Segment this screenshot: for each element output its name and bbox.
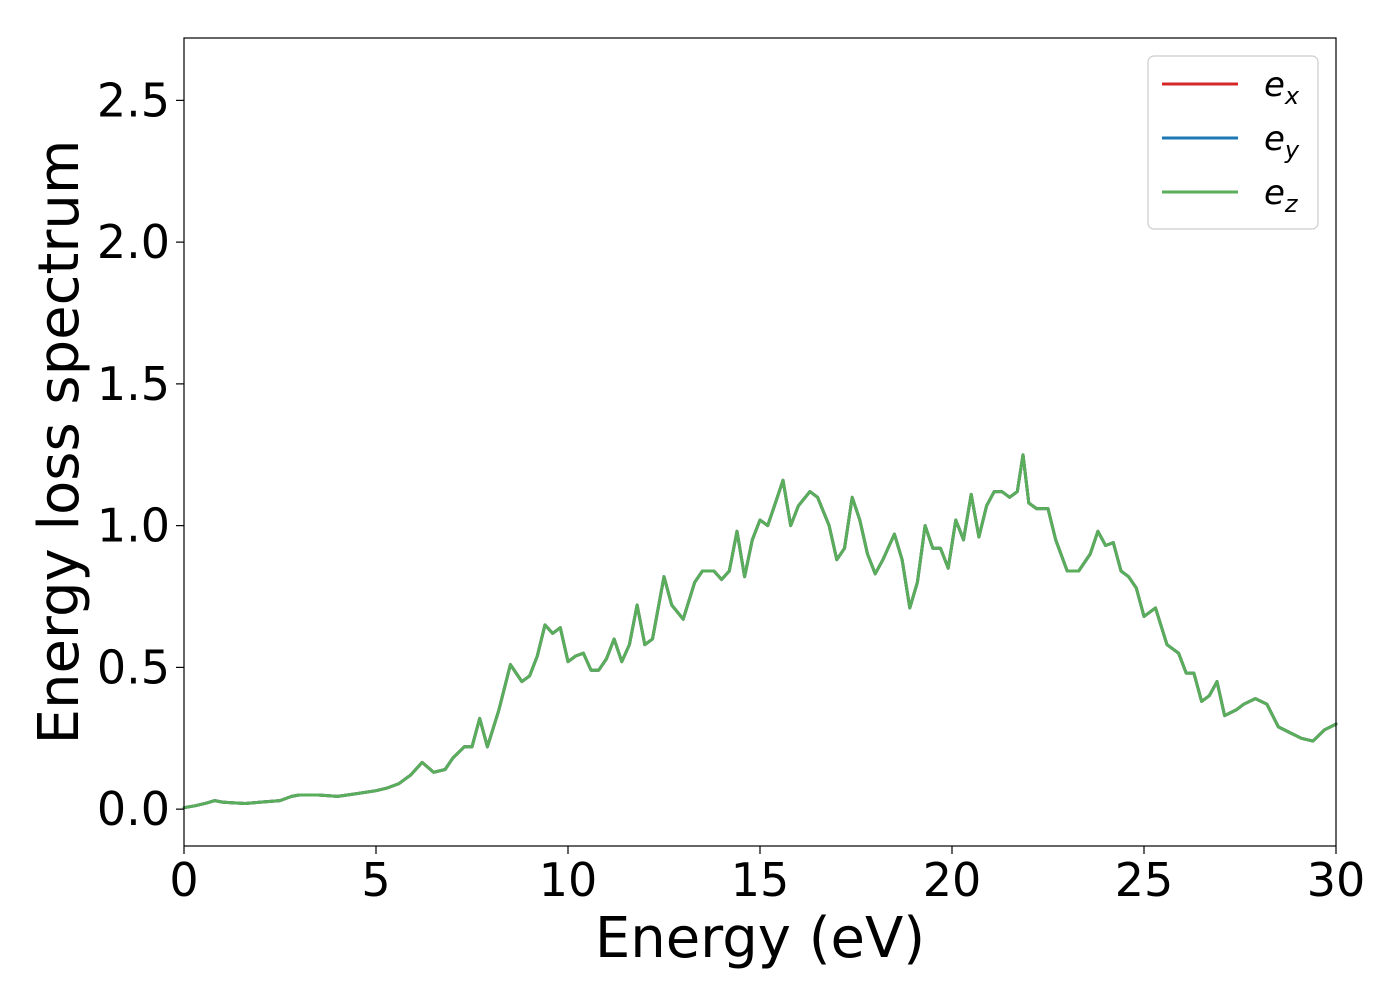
x-axis-label: Energy (eV)	[595, 906, 925, 971]
series-line-e-z	[182, 453, 1338, 810]
y-tick-label: 1.5	[97, 357, 170, 411]
x-tick-label: 10	[539, 853, 598, 907]
x-tick-label: 25	[1115, 853, 1174, 907]
y-tick-label: 1.0	[97, 499, 170, 553]
y-tick-label: 2.5	[97, 73, 170, 127]
x-tick-label: 20	[923, 853, 982, 907]
y-axis-label: Energy loss spectrum	[27, 140, 92, 745]
x-tick-label: 0	[169, 853, 198, 907]
y-tick-label: 0.5	[97, 640, 170, 694]
x-tick-label: 15	[731, 853, 790, 907]
x-axis-ticks: 0 5 10 15 20 25 30	[169, 846, 1365, 907]
y-tick-label: 2.0	[97, 215, 170, 269]
x-tick-label: 30	[1307, 853, 1366, 907]
y-tick-label: 0.0	[97, 782, 170, 836]
legend-box	[1147, 55, 1319, 230]
y-axis-ticks: 0.0 0.5 1.0 1.5 2.0 2.5	[97, 73, 184, 836]
series-layer	[182, 453, 1338, 810]
x-tick-label: 5	[361, 853, 390, 907]
